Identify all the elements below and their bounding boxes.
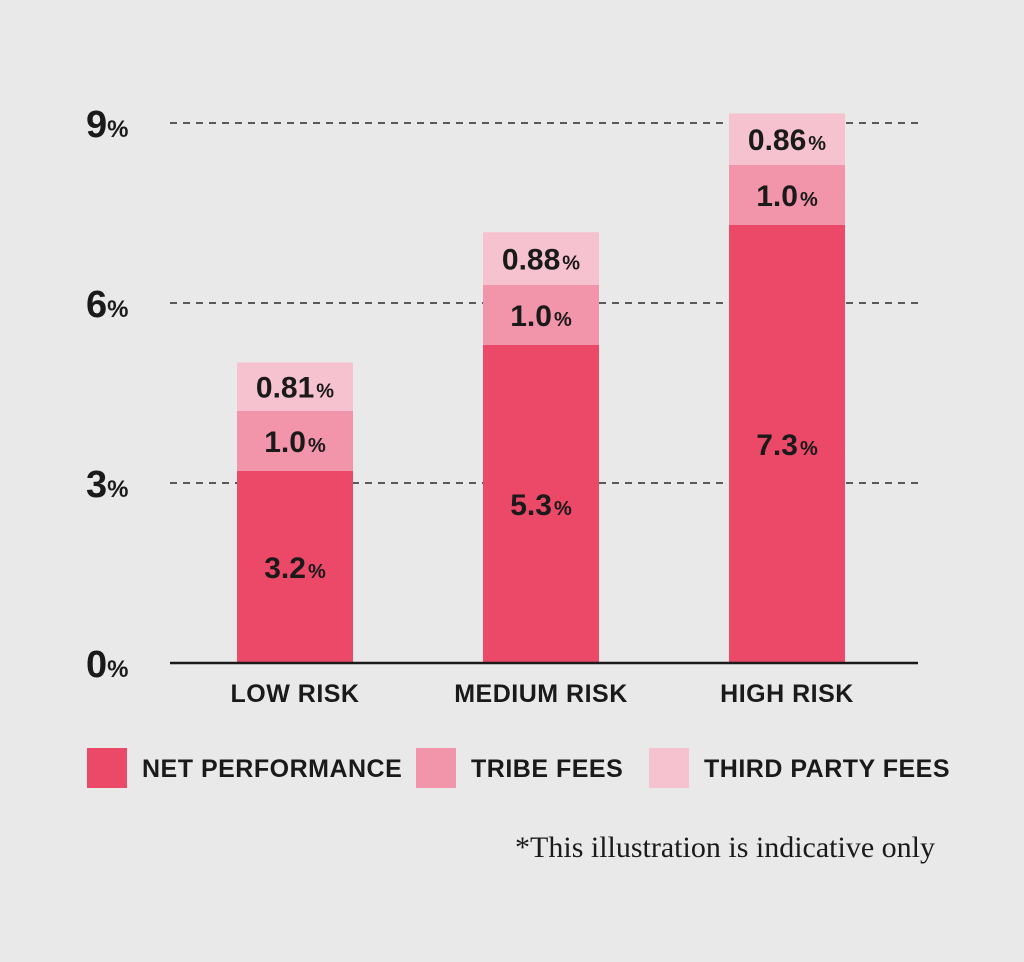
- segment-unit: %: [308, 435, 326, 457]
- y-tick-unit: %: [107, 476, 128, 503]
- segment-label: 5.3%: [510, 489, 572, 522]
- bars: 3.2 %1.0 %0.81 %5.3 %1.0 %0.88 %7.3 %1.0 %0.86%: [237, 113, 845, 663]
- bar-segment: [237, 411, 353, 471]
- segment-label: 0.88%: [502, 244, 580, 277]
- segment-label: 1.0%: [510, 300, 572, 333]
- y-tick-label: 3%: [86, 464, 128, 506]
- bar-segment: [729, 165, 845, 225]
- legend-label: NET PERFORMANCE: [142, 755, 402, 783]
- y-tick-unit: %: [107, 116, 128, 143]
- segment-unit: %: [800, 438, 818, 460]
- legend-swatch: [416, 748, 456, 788]
- segment-label: 1.0%: [264, 426, 326, 459]
- segment-value: 0.86: [748, 124, 806, 157]
- footnote: *This illustration is indicative only: [515, 831, 935, 864]
- y-tick-value: 0: [86, 644, 107, 686]
- segment-label: 3.2%: [264, 552, 326, 585]
- segment-unit: %: [562, 253, 580, 275]
- category-label: MEDIUM RISK: [454, 680, 628, 708]
- segment-value: 5.3: [510, 489, 552, 522]
- segment-unit: %: [800, 189, 818, 211]
- legend-label: TRIBE FEES: [471, 755, 623, 783]
- segment-unit: %: [808, 133, 826, 155]
- category-label: LOW RISK: [231, 680, 360, 708]
- segment-label: 7.3%: [756, 429, 818, 462]
- y-tick-unit: %: [107, 296, 128, 323]
- segment-value: 3.2: [264, 552, 306, 585]
- segment-value: 7.3: [756, 429, 798, 462]
- y-tick-label: 0%: [86, 644, 128, 686]
- segment-unit: %: [316, 381, 334, 403]
- bar-segment: [729, 225, 845, 663]
- axes: 0%3%6%9%LOW RISK MEDIUM RISK HIGH RISK: [86, 104, 918, 708]
- segment-label: 1.0%: [756, 180, 818, 213]
- segment-value: 1.0: [264, 426, 306, 459]
- segment-label: 0.81%: [256, 372, 334, 405]
- segment-unit: %: [308, 561, 326, 583]
- bar-segment: [729, 113, 845, 165]
- y-tick-value: 3: [86, 464, 107, 506]
- legend: NET PERFORMANCE TRIBE FEES THIRD PARTY FEE…: [87, 748, 950, 788]
- bar-segment: [237, 362, 353, 411]
- segment-unit: %: [554, 309, 572, 331]
- legend-swatch: [87, 748, 127, 788]
- legend-swatch: [649, 748, 689, 788]
- bar-segment: [237, 471, 353, 663]
- y-tick-label: 9%: [86, 104, 128, 146]
- category-label: HIGH RISK: [720, 680, 854, 708]
- bar-segment: [483, 345, 599, 663]
- y-tick-value: 6: [86, 284, 107, 326]
- y-tick-label: 6%: [86, 284, 128, 326]
- segment-value: 1.0: [756, 180, 798, 213]
- segment-value: 0.81: [256, 372, 314, 405]
- segment-value: 0.88: [502, 244, 560, 277]
- bar-segment: [483, 232, 599, 285]
- segment-unit: %: [554, 498, 572, 520]
- legend-label: THIRD PARTY FEES: [704, 755, 950, 783]
- y-tick-unit: %: [107, 656, 128, 683]
- y-tick-value: 9: [86, 104, 107, 146]
- segment-value: 1.0: [510, 300, 552, 333]
- bar-segment: [483, 285, 599, 345]
- segment-label: 0.86%: [748, 124, 826, 157]
